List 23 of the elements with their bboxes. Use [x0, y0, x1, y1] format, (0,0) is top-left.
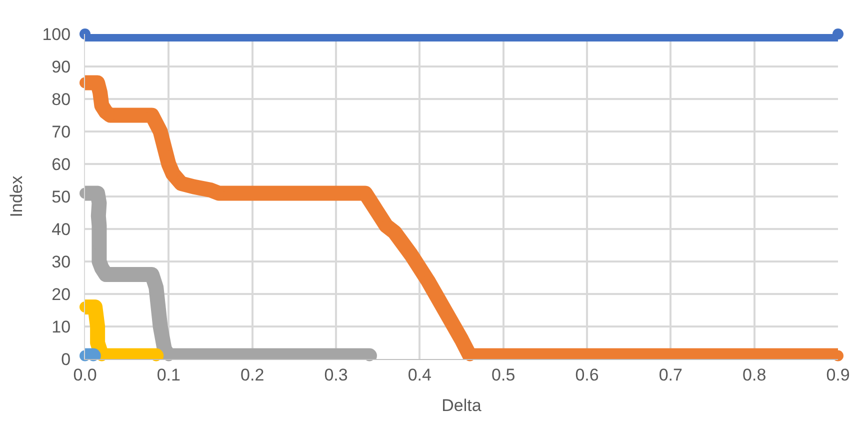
- y-tick-label: 100: [42, 24, 71, 44]
- y-tick-label: 0: [61, 350, 71, 369]
- x-tick-label: 0.3: [324, 365, 348, 384]
- y-axis-title: Index: [6, 175, 26, 218]
- y-tick-label: 60: [52, 154, 71, 174]
- y-tick-label: 10: [52, 317, 71, 336]
- y-tick-label: 30: [52, 252, 71, 272]
- y-tick-label: 20: [52, 284, 71, 304]
- y-tick-label: 80: [52, 90, 71, 109]
- x-axis-title: Delta: [442, 396, 482, 415]
- x-tick-label: 0.5: [492, 365, 516, 384]
- x-tick-label: 0.1: [156, 365, 180, 384]
- y-tick-label: 50: [52, 187, 71, 206]
- x-tick-label: 0.6: [575, 365, 599, 384]
- x-tick-label: 0.9: [826, 365, 850, 384]
- y-tick-label: 70: [52, 122, 71, 142]
- x-tick-label: 0.2: [240, 365, 264, 384]
- y-tick-label: 40: [52, 220, 71, 239]
- x-tick-label: 0.8: [742, 365, 766, 384]
- x-tick-label: 0.0: [73, 365, 97, 384]
- x-tick-label: 0.4: [408, 365, 432, 384]
- x-tick-label: 0.7: [658, 365, 682, 384]
- y-tick-label: 90: [52, 57, 71, 76]
